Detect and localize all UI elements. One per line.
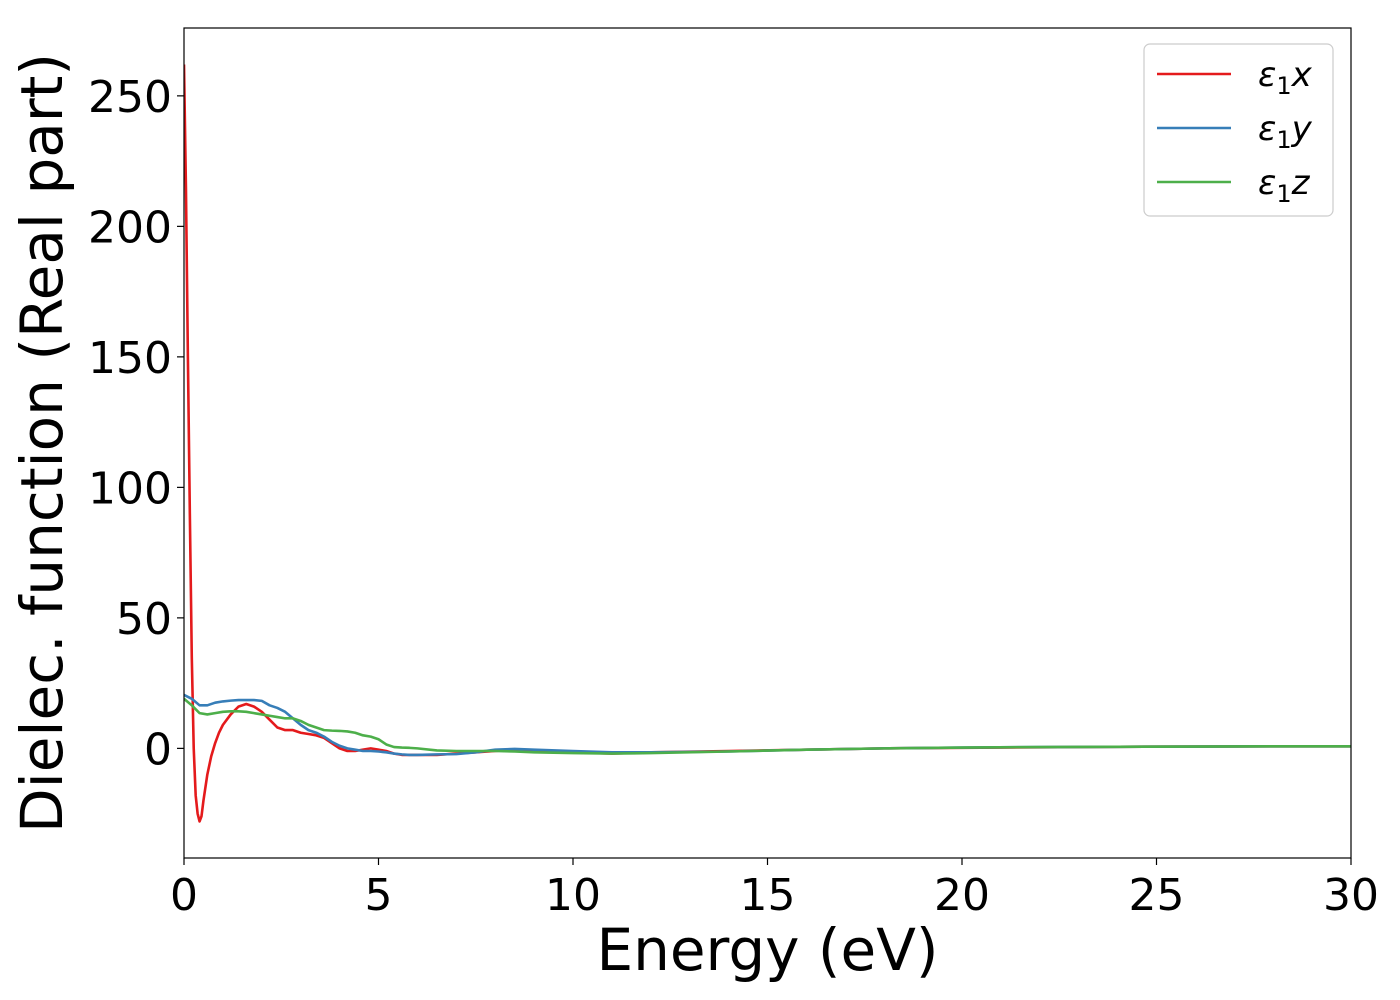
x-tick-label: 20 xyxy=(934,870,990,921)
x-tick-label: 10 xyxy=(545,870,601,921)
x-tick-label: 15 xyxy=(740,870,796,921)
series-layer xyxy=(184,64,1351,823)
y-ticks: 0 50 100 150 200 250 xyxy=(88,72,184,775)
legend: ε1x ε1y ε1z xyxy=(1143,43,1334,217)
x-tick-label: 30 xyxy=(1323,870,1379,921)
x-tick-label: 25 xyxy=(1129,870,1185,921)
y-tick-label: 100 xyxy=(88,463,172,514)
y-tick-label: 150 xyxy=(88,333,172,384)
legend-entry: ε1z xyxy=(1258,163,1311,208)
series-line-z xyxy=(184,697,1351,755)
y-tick-label: 200 xyxy=(88,202,172,253)
legend-box xyxy=(1143,43,1334,217)
x-tick-label: 0 xyxy=(170,870,198,921)
y-axis-label: Dielec. function (Real part) xyxy=(8,53,76,833)
legend-entry: ε1x xyxy=(1258,55,1313,100)
y-tick-label: 250 xyxy=(88,72,172,123)
x-ticks: 0 5 10 15 20 25 30 xyxy=(170,858,1379,921)
legend-entry: ε1y xyxy=(1258,109,1313,154)
y-tick-label: 0 xyxy=(144,724,172,775)
y-tick-label: 50 xyxy=(116,594,172,645)
x-tick-label: 5 xyxy=(365,870,393,921)
x-axis-label: Energy (eV) xyxy=(596,916,938,984)
